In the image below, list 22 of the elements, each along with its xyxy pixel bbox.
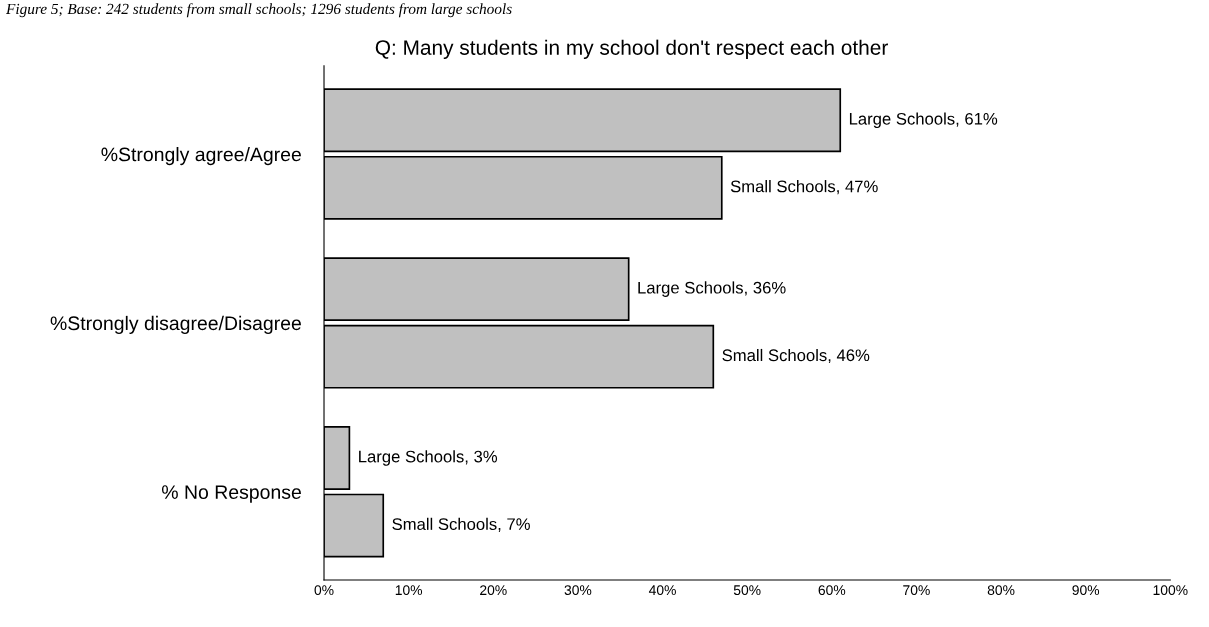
text: Small Schools, 46% (722, 348, 870, 364)
y-tick-label: %Strongly agree/Agree (101, 147, 301, 166)
x-tick-label: 90% (1072, 585, 1100, 596)
text: Large Schools, 3% (359, 450, 498, 466)
caption: Figure 5; Base: 242 students from small schools; 1296 students from large schools (5, 3, 512, 18)
chart-title: Q: Many students in my school don't respect each other (375, 39, 888, 60)
x-tick-label: 50% (733, 585, 761, 596)
x-tick-label: 40% (648, 585, 676, 596)
x-tick-label: 70% (903, 585, 930, 596)
x-tick-label: 80% (987, 585, 1015, 596)
x-tick-label: 0% (314, 585, 334, 596)
x-tick-label: 60% (818, 585, 846, 596)
x-tick-label: 30% (564, 585, 592, 596)
text: Large Schools, 61% (849, 112, 998, 129)
y-tick-label: %Strongly disagree/Disagree (50, 315, 301, 334)
x-tick-label: 100% (1153, 585, 1188, 596)
text: Large Schools, 36% (638, 281, 786, 297)
y-tick-label: % No Response (161, 485, 301, 503)
text: Small Schools, 47% (730, 180, 878, 195)
x-tick-label: 20% (480, 585, 507, 596)
x-tick-label: 10% (395, 585, 423, 596)
text: Small Schools, 7% (392, 517, 530, 532)
